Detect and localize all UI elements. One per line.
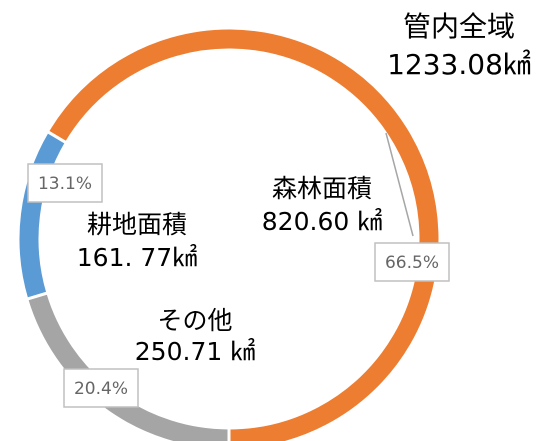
area-label: 250.71 ㎢ (135, 337, 255, 366)
slice (16, 129, 69, 302)
value-label-box (63, 368, 139, 408)
leader-line (385, 132, 414, 237)
category-label: 森林面積 (272, 174, 372, 203)
chart-subtitle: 1233.08㎢ (387, 48, 531, 81)
area-label: 820.60 ㎢ (262, 207, 382, 236)
category-label: その他 (157, 306, 232, 335)
area-label: 161. 77㎢ (77, 243, 197, 272)
value-label-box (374, 242, 450, 282)
value-label: 20.4% (74, 379, 128, 399)
value-label: 66.5% (385, 253, 439, 273)
value-label-box (27, 163, 103, 203)
slice (45, 26, 442, 441)
slices (16, 26, 442, 441)
category-label: 耕地面積 (87, 210, 187, 239)
value-label: 13.1% (38, 174, 92, 194)
chart-title: 管内全域 (403, 10, 515, 43)
